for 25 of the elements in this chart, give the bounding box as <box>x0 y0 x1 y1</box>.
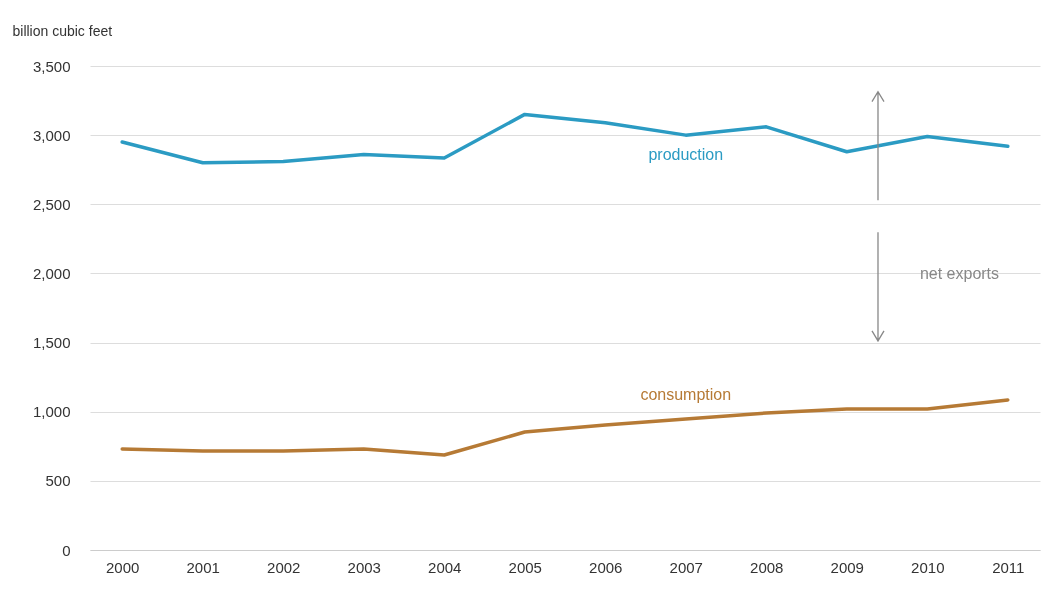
x-tick-label: 2000 <box>106 558 140 576</box>
x-tick-label: 2004 <box>428 558 462 576</box>
x-tick-label: 2009 <box>830 558 864 576</box>
y-tick-label: 3,000 <box>32 126 71 144</box>
y-axis-title: billion cubic feet <box>12 22 113 39</box>
line-series <box>120 112 1010 165</box>
x-tick-label: 2008 <box>750 558 784 576</box>
x-tick-label: 2010 <box>911 558 945 576</box>
y-tick-label: 0 <box>62 541 71 559</box>
y-tick-label: 1,000 <box>32 403 71 421</box>
y-tick-label: 3,500 <box>32 57 71 75</box>
x-tick-label: 2003 <box>347 558 381 576</box>
y-tick-label: 500 <box>45 472 71 490</box>
x-tick-label: 2011 <box>992 558 1025 576</box>
annotation: net exports <box>919 265 1000 283</box>
x-tick-label: 2002 <box>267 558 301 576</box>
y-tick-label: 1,500 <box>32 334 71 352</box>
y-tick-label: 2,000 <box>32 264 71 282</box>
x-tick-label: 2007 <box>669 558 703 576</box>
series-label: production <box>648 145 724 163</box>
x-tick-label: 2001 <box>186 558 220 576</box>
x-tick-label: 2006 <box>589 558 623 576</box>
x-tick-label: 2005 <box>508 558 542 576</box>
y-tick-label: 2,500 <box>32 195 71 213</box>
series-label: consumption <box>640 385 732 403</box>
